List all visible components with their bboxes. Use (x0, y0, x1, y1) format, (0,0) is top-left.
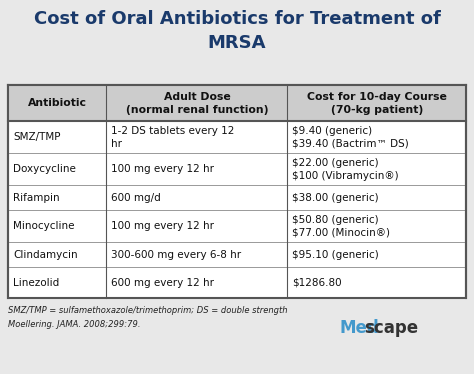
Text: $9.40 (generic)
$39.40 (Bactrim™ DS): $9.40 (generic) $39.40 (Bactrim™ DS) (292, 126, 409, 149)
Text: Clindamycin: Clindamycin (13, 250, 78, 260)
Text: 600 mg/d: 600 mg/d (111, 193, 161, 203)
Text: Adult Dose
(normal renal function): Adult Dose (normal renal function) (126, 92, 268, 115)
Text: $22.00 (generic)
$100 (Vibramycin®): $22.00 (generic) $100 (Vibramycin®) (292, 158, 399, 181)
Text: 1-2 DS tablets every 12
hr: 1-2 DS tablets every 12 hr (111, 126, 235, 149)
Text: Minocycline: Minocycline (13, 221, 74, 231)
Text: $1286.80: $1286.80 (292, 278, 342, 288)
Text: $50.80 (generic)
$77.00 (Minocin®): $50.80 (generic) $77.00 (Minocin®) (292, 215, 391, 238)
Text: Cost of Oral Antibiotics for Treatment of
MRSA: Cost of Oral Antibiotics for Treatment o… (34, 10, 440, 52)
Text: Med: Med (340, 319, 380, 337)
Text: Rifampin: Rifampin (13, 193, 60, 203)
Text: Moellering. JAMA. 2008;299:79.: Moellering. JAMA. 2008;299:79. (8, 320, 140, 329)
Text: $38.00 (generic): $38.00 (generic) (292, 193, 379, 203)
Text: 100 mg every 12 hr: 100 mg every 12 hr (111, 221, 214, 231)
Text: SMZ/TMP = sulfamethoxazole/trimethoprim; DS = double strength: SMZ/TMP = sulfamethoxazole/trimethoprim;… (8, 306, 288, 315)
Text: 600 mg every 12 hr: 600 mg every 12 hr (111, 278, 214, 288)
Text: 100 mg every 12 hr: 100 mg every 12 hr (111, 164, 214, 174)
Text: Cost for 10-day Course
(70-kg patient): Cost for 10-day Course (70-kg patient) (307, 92, 447, 115)
Bar (8, 85, 466, 122)
Text: Antibiotic: Antibiotic (28, 98, 87, 108)
Text: Doxycycline: Doxycycline (13, 164, 76, 174)
Text: $95.10 (generic): $95.10 (generic) (292, 250, 379, 260)
Text: Linezolid: Linezolid (13, 278, 59, 288)
Text: 300-600 mg every 6-8 hr: 300-600 mg every 6-8 hr (111, 250, 242, 260)
Text: scape: scape (364, 319, 418, 337)
Bar (8, 85, 466, 298)
Text: SMZ/TMP: SMZ/TMP (13, 132, 61, 142)
